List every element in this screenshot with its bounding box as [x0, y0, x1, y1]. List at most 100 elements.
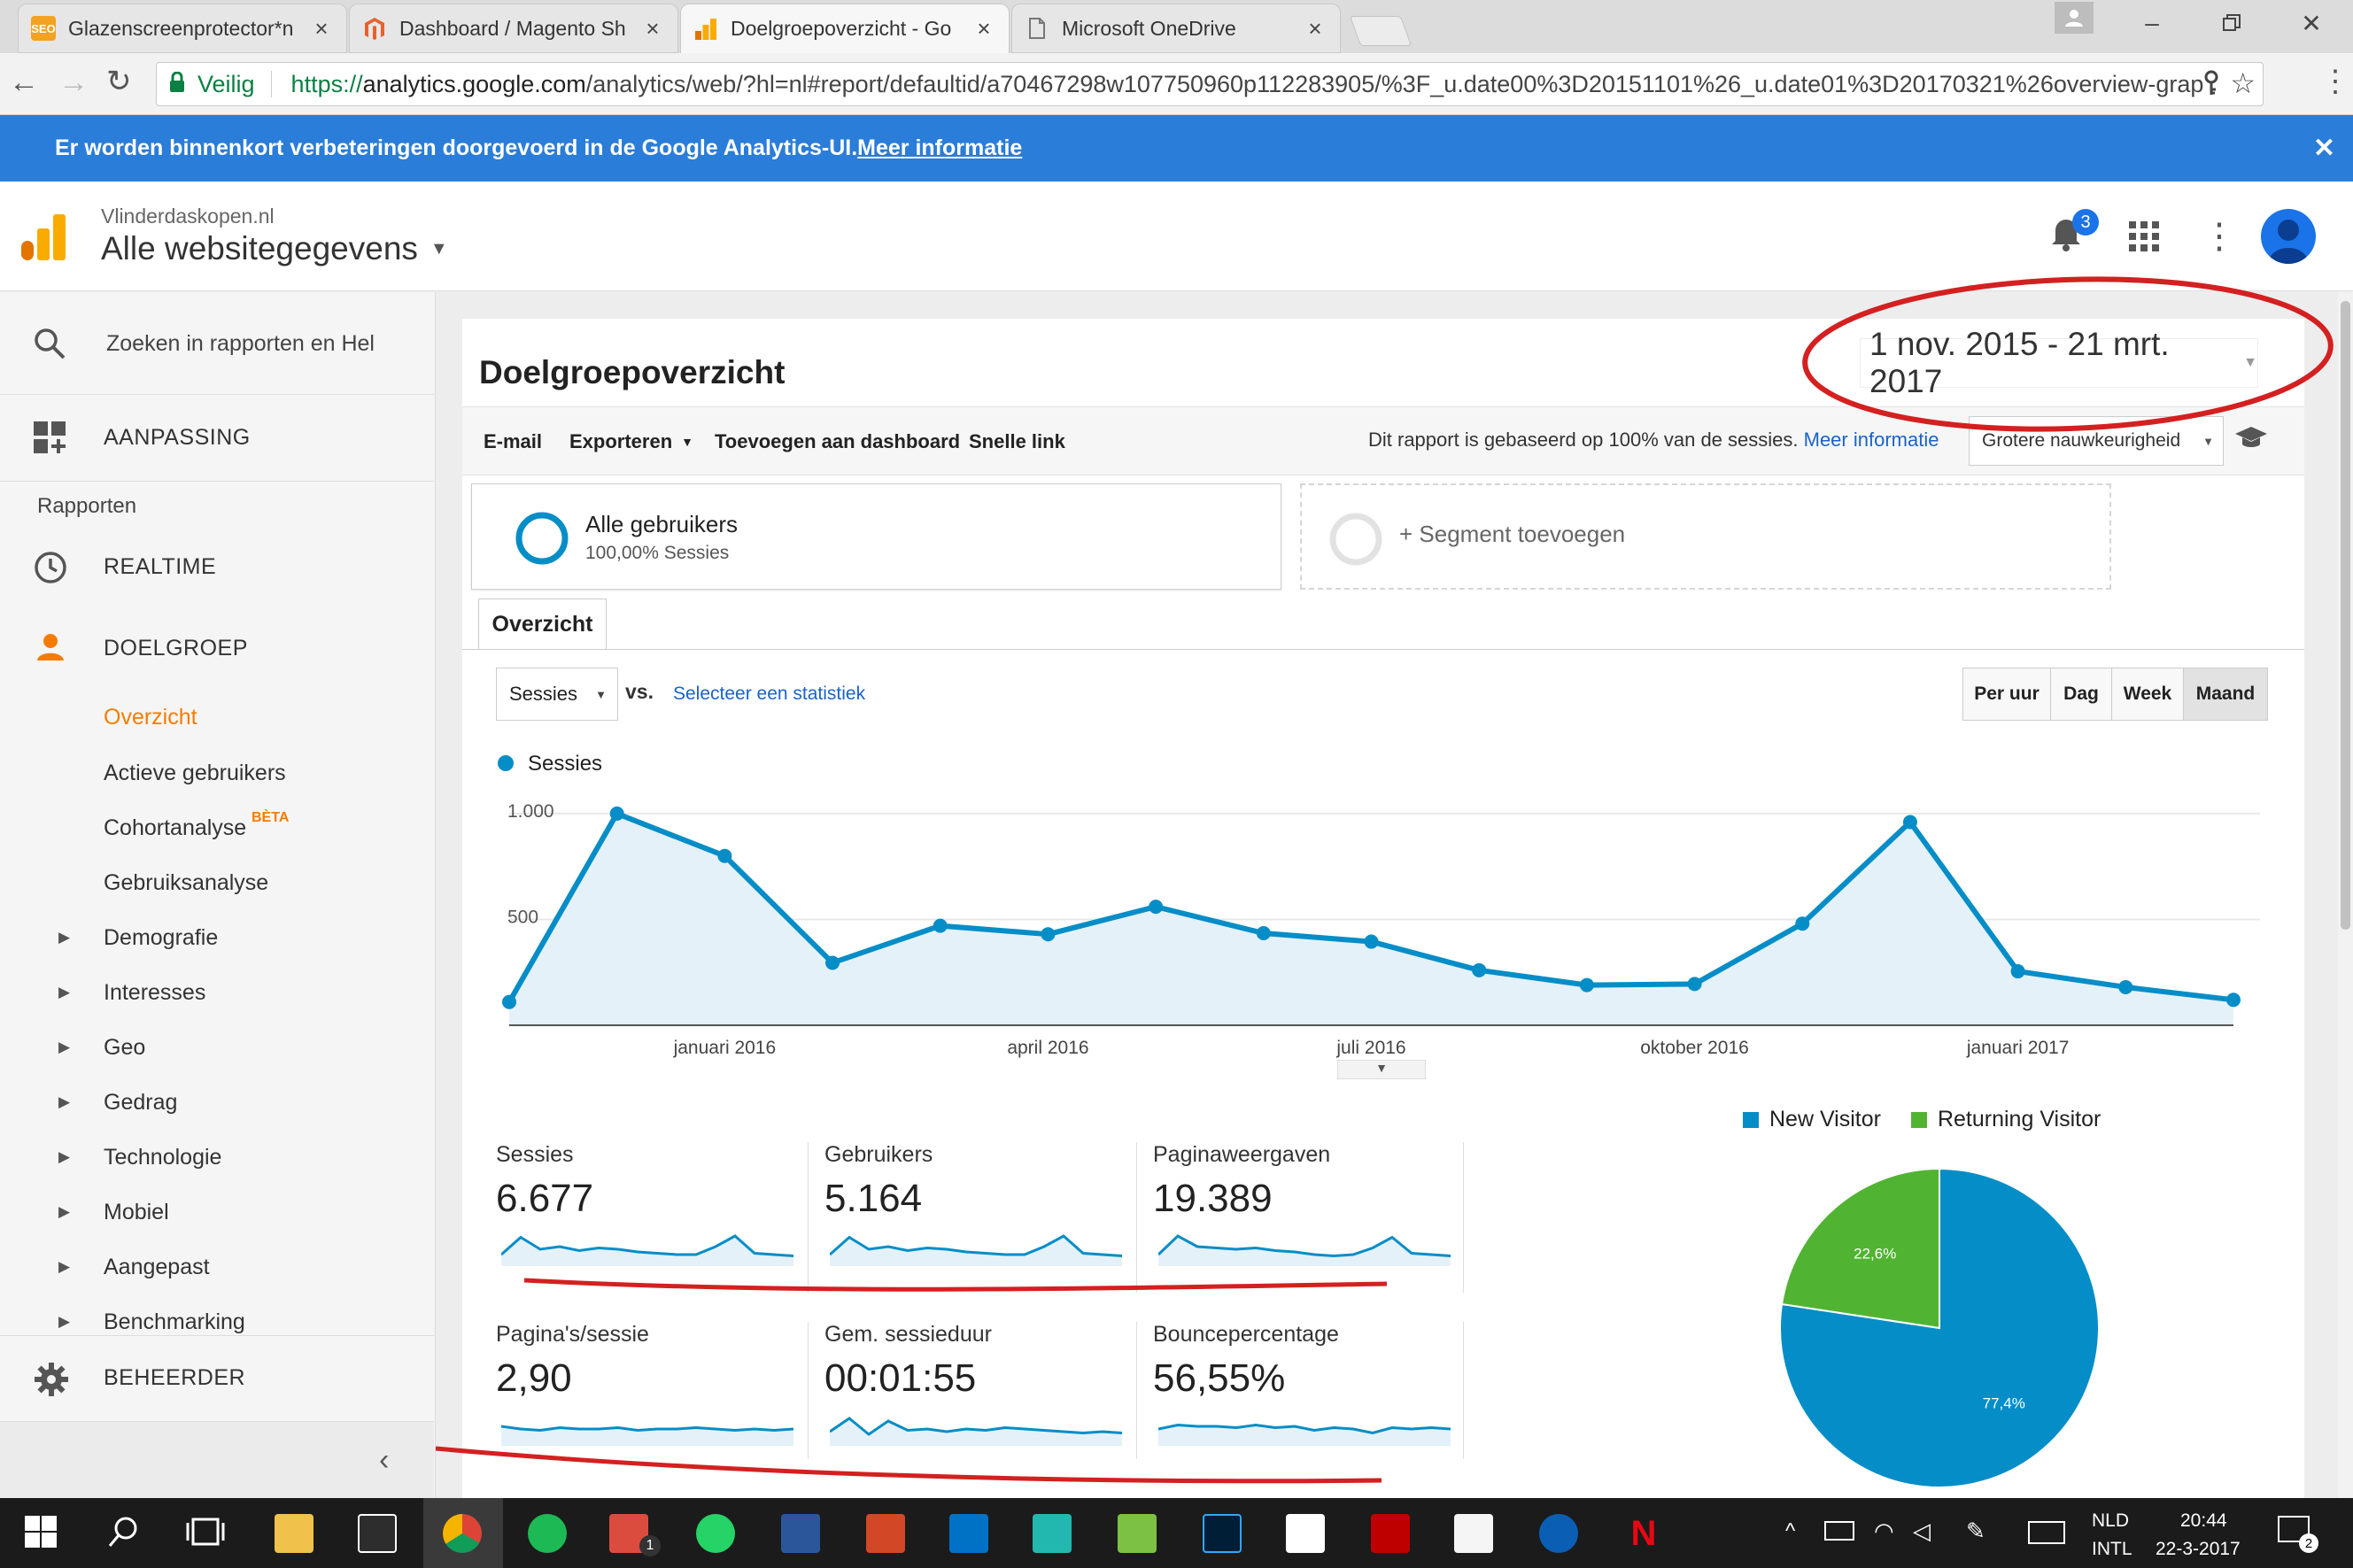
app-icon[interactable] [1118, 1514, 1157, 1553]
browser-tab-1[interactable]: SEO Glazenscreenprotector*n × [18, 4, 347, 53]
keyboard-layout[interactable]: INTL [2092, 1539, 2132, 1559]
pen-icon[interactable]: ✎ [1966, 1518, 1985, 1544]
sidebar-search[interactable]: Zoeken in rapporten en Hel [0, 315, 434, 372]
data-point[interactable] [1902, 815, 1917, 830]
windows-start-icon[interactable] [25, 1516, 57, 1552]
granularity-week[interactable]: Week [2111, 668, 2184, 721]
close-icon[interactable]: ✕ [2312, 134, 2335, 163]
data-point[interactable] [1256, 925, 1271, 940]
graduation-cap-icon[interactable] [2235, 425, 2267, 456]
restore-button[interactable] [2205, 5, 2258, 41]
sidebar-item-behavior[interactable]: ▶ Gedrag [0, 1085, 434, 1120]
sidebar-item-custom[interactable]: ▶ Aangepast [0, 1249, 434, 1285]
sidebar-item-cohort[interactable]: Cohortanalyse BÈTA [0, 810, 434, 846]
bookmark-star-icon[interactable]: ☆ [2230, 67, 2256, 99]
data-point[interactable] [502, 994, 516, 1009]
minimize-button[interactable]: – [2145, 9, 2159, 36]
word-icon[interactable] [781, 1514, 820, 1553]
add-segment-button[interactable]: + Segment toevoegen [1300, 483, 2111, 590]
data-point[interactable] [1579, 977, 1594, 993]
analytics-logo[interactable] [21, 214, 66, 265]
export-button[interactable]: Exporteren ▼ [569, 430, 694, 452]
netflix-icon[interactable]: N [1624, 1514, 1663, 1553]
profile-icon[interactable] [2055, 2, 2094, 34]
action-center-icon[interactable] [2278, 1516, 2310, 1542]
sidebar-item-mobile[interactable]: ▶ Mobiel [0, 1194, 434, 1230]
granularity-hour[interactable]: Per uur [1962, 668, 2051, 721]
clock-time[interactable]: 20:44 [2180, 1510, 2227, 1531]
granularity-day[interactable]: Dag [2050, 668, 2112, 721]
sidebar-item-technology[interactable]: ▶ Technologie [0, 1139, 434, 1175]
data-point[interactable] [1795, 916, 1810, 931]
precision-select[interactable]: Grotere nauwkeurigheid ▼ [1969, 416, 2224, 466]
scorecard[interactable]: Paginaweergaven 19.389 [1153, 1142, 1481, 1275]
scrollbar[interactable] [2338, 292, 2353, 1498]
date-range-picker[interactable]: 1 nov. 2015 - 21 mrt. 2017 ▼ [1860, 326, 2258, 399]
chrome-menu-icon[interactable]: ⋮ [2320, 65, 2350, 98]
spotify-icon[interactable] [528, 1514, 567, 1553]
data-point[interactable] [1364, 934, 1379, 949]
chart-collapse-handle[interactable]: ▼ [1337, 1060, 1426, 1079]
task-view-icon[interactable] [186, 1518, 225, 1550]
file-explorer-icon[interactable] [275, 1514, 313, 1553]
shortcut-button[interactable]: Snelle link [969, 430, 1065, 452]
language-code[interactable]: NLD [2092, 1510, 2130, 1531]
property-selector[interactable]: Alle websitegegevens ▼ [101, 230, 448, 266]
scorecard[interactable]: Sessies 6.677 [496, 1142, 824, 1275]
photoshop-icon[interactable] [1203, 1514, 1242, 1553]
clock-date[interactable]: 22-3-2017 [2156, 1539, 2241, 1559]
sidebar-item-benchmarking[interactable]: ▶ Benchmarking [0, 1304, 434, 1340]
avatar[interactable] [2261, 209, 2316, 264]
data-point[interactable] [1687, 977, 1702, 992]
sampling-link[interactable]: Meer informatie [1803, 429, 1939, 451]
browser-tab-2[interactable]: Dashboard / Magento Sh × [349, 4, 678, 53]
data-point[interactable] [609, 806, 624, 821]
email-button[interactable]: E-mail [484, 430, 543, 452]
volume-icon[interactable]: ◁ [1913, 1518, 1931, 1544]
forward-button[interactable]: → [58, 66, 89, 99]
search-input[interactable]: Zoeken in rapporten en Hel [106, 330, 375, 356]
data-point[interactable] [2118, 979, 2133, 994]
browser-tab-3-active[interactable]: Doelgroepoverzicht - Go × [680, 4, 1010, 53]
close-icon[interactable]: × [314, 14, 329, 42]
key-icon[interactable] [2202, 70, 2220, 101]
sidebar-item-audience[interactable]: DOELGROEP [0, 620, 434, 676]
close-icon[interactable]: × [646, 14, 660, 42]
sidebar-item-demographics[interactable]: ▶ Demografie [0, 920, 434, 955]
outlook-icon[interactable] [949, 1514, 988, 1553]
segment-all-users[interactable]: Alle gebruikers 100,00% Sessies [471, 483, 1281, 590]
close-icon[interactable]: × [977, 15, 991, 42]
data-point[interactable] [1041, 927, 1056, 942]
data-point[interactable] [717, 848, 732, 863]
data-point[interactable] [1472, 962, 1487, 977]
search-icon[interactable] [108, 1516, 140, 1552]
store-icon[interactable] [358, 1514, 397, 1553]
app-icon[interactable] [1454, 1514, 1493, 1553]
filezilla-icon[interactable] [1371, 1514, 1410, 1553]
close-icon[interactable]: × [1308, 14, 1322, 42]
tray-chevron-icon[interactable]: ^ [1785, 1519, 1796, 1543]
scorecard[interactable]: Pagina's/sessie 2,90 [496, 1322, 824, 1455]
calculator-icon[interactable] [1286, 1514, 1325, 1553]
data-point[interactable] [1149, 900, 1164, 915]
select-metric-link[interactable]: Selecteer een statistiek [673, 684, 866, 704]
sidebar-item-active-users[interactable]: Actieve gebruikers [0, 755, 434, 791]
add-to-dashboard-button[interactable]: Toevoegen aan dashboard [715, 430, 961, 452]
pie-slice[interactable] [1780, 1167, 1940, 1330]
metric-select[interactable]: Sessies ▼ [496, 668, 618, 721]
sidebar-item-interests[interactable]: ▶ Interesses [0, 975, 434, 1010]
data-point[interactable] [2226, 993, 2241, 1008]
scrollbar-thumb[interactable] [2341, 301, 2350, 930]
browser-tab-4[interactable]: Microsoft OneDrive × [1011, 4, 1341, 53]
battery-icon[interactable] [1824, 1521, 1854, 1541]
app-icon[interactable] [1033, 1514, 1072, 1553]
sidebar-item-realtime[interactable]: REALTIME [0, 538, 434, 595]
scorecard[interactable]: Gebruikers 5.164 [824, 1142, 1152, 1275]
granularity-month[interactable]: Maand [2183, 668, 2268, 721]
powerpoint-icon[interactable] [866, 1514, 905, 1553]
tab-overview[interactable]: Overzicht [478, 599, 607, 650]
banner-link[interactable]: Meer informatie [857, 135, 1023, 160]
collapse-sidebar-icon[interactable]: ‹ [379, 1443, 390, 1477]
data-point[interactable] [933, 918, 948, 933]
scorecard[interactable]: Bouncepercentage 56,55% [1153, 1322, 1481, 1455]
